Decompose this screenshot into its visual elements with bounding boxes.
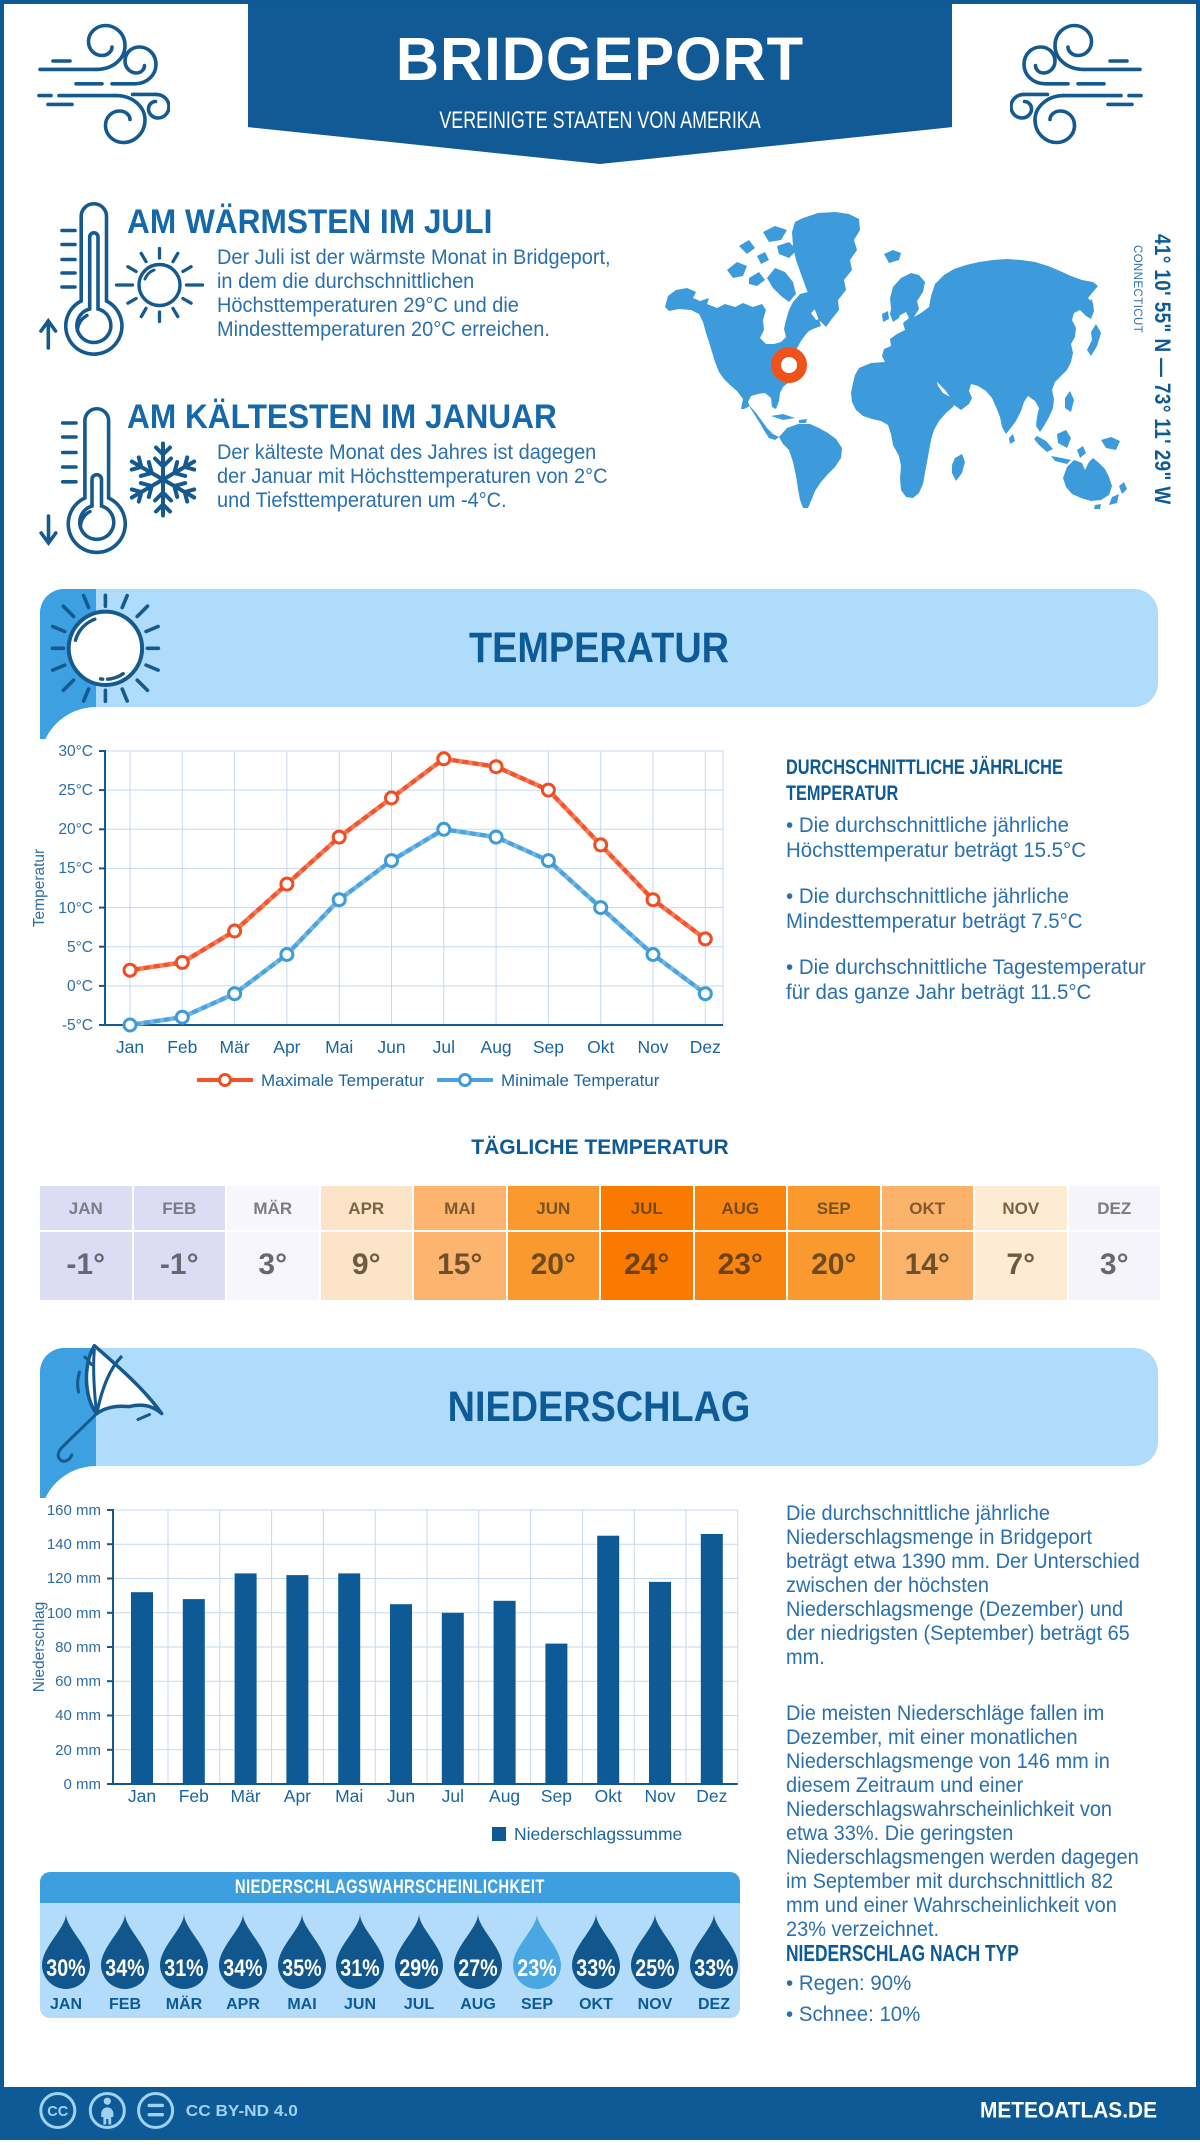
svg-text:Niederschlagssumme: Niederschlagssumme [514,1824,682,1844]
svg-text:Aug: Aug [489,1786,520,1806]
svg-text:20°C: 20°C [58,821,93,838]
svg-text:30°C: 30°C [58,743,93,760]
svg-text:-5°C: -5°C [62,1017,93,1034]
svg-text:80 mm: 80 mm [55,1639,101,1656]
svg-text:Minimale Temperatur: Minimale Temperatur [501,1071,660,1090]
svg-text:Nov: Nov [637,1037,668,1057]
svg-text:Feb: Feb [179,1786,209,1806]
svg-text:Jul: Jul [433,1037,455,1057]
svg-text:Mai: Mai [325,1037,353,1057]
svg-text:Sep: Sep [533,1037,564,1057]
svg-text:Aug: Aug [481,1037,512,1057]
svg-text:100 mm: 100 mm [47,1605,101,1622]
svg-text:5°C: 5°C [67,939,93,956]
svg-text:60 mm: 60 mm [55,1673,101,1690]
svg-text:METEOATLAS.DE: METEOATLAS.DE [980,2098,1157,2123]
svg-text:Mai: Mai [335,1786,363,1806]
svg-text:Sep: Sep [541,1786,572,1806]
svg-text:160 mm: 160 mm [47,1502,101,1519]
svg-text:Okt: Okt [587,1037,614,1057]
svg-text:Jun: Jun [377,1037,405,1057]
svg-text:25°C: 25°C [58,782,93,799]
svg-text:15°C: 15°C [58,860,93,877]
svg-text:0 mm: 0 mm [64,1776,102,1793]
svg-text:Mär: Mär [231,1786,261,1806]
svg-text:Jul: Jul [442,1786,464,1806]
svg-text:Apr: Apr [284,1786,311,1806]
svg-text:Jan: Jan [116,1037,144,1057]
svg-text:CC BY-ND 4.0: CC BY-ND 4.0 [186,2103,298,2120]
svg-text:120 mm: 120 mm [47,1570,101,1587]
svg-text:Okt: Okt [595,1786,622,1806]
svg-text:Nov: Nov [644,1786,675,1806]
svg-text:Apr: Apr [273,1037,300,1057]
svg-text:40 mm: 40 mm [55,1707,101,1724]
svg-text:20 mm: 20 mm [55,1742,101,1759]
svg-text:Maximale Temperatur: Maximale Temperatur [261,1071,424,1090]
svg-text:Jan: Jan [128,1786,156,1806]
svg-text:Jun: Jun [387,1786,415,1806]
svg-text:Mär: Mär [220,1037,250,1057]
svg-text:Niederschlag: Niederschlag [31,1602,48,1692]
svg-text:140 mm: 140 mm [47,1536,101,1553]
svg-text:10°C: 10°C [58,900,93,917]
svg-text:Temperatur: Temperatur [31,849,48,927]
svg-text:Dez: Dez [696,1786,727,1806]
svg-text:CC: CC [47,2103,68,2120]
svg-text:Dez: Dez [690,1037,721,1057]
svg-text:Feb: Feb [167,1037,197,1057]
svg-text:0°C: 0°C [67,978,93,995]
